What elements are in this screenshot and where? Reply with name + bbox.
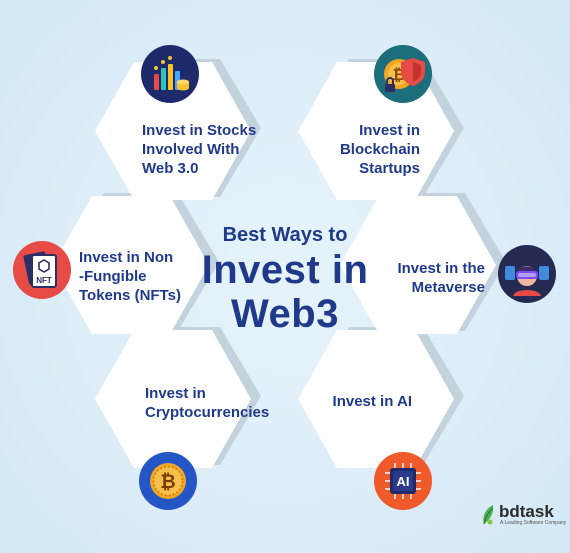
way-label-ai: Invest in AI: [332, 393, 412, 410]
title-line-3: Web3: [231, 292, 339, 336]
way-label-metaverse: Invest in the Metaverse: [397, 260, 485, 296]
nft-cards-icon: NFT: [13, 241, 71, 299]
hex-crypto: [95, 330, 251, 468]
hex-metaverse: [340, 196, 496, 334]
logo-name: bdtask: [499, 502, 554, 521]
logo-tagline: A Leading Software Company: [500, 520, 567, 526]
hex-ai: [298, 330, 454, 468]
title-line-2: Invest in: [201, 248, 369, 292]
bitcoin-coin-icon: ₿: [139, 452, 197, 510]
vr-headset-icon: [498, 245, 556, 303]
nft-icon-text: NFT: [36, 276, 52, 285]
brand-logo[interactable]: bdtask A Leading Software Company: [481, 502, 566, 529]
way-label-nft: Invest in Non -Fungible Tokens (NFTs): [79, 249, 181, 304]
bar-chart-coins-icon: [141, 45, 199, 103]
hex-stocks: [95, 62, 251, 200]
hex-nft: [53, 196, 209, 334]
leaf-logo-icon: [483, 505, 494, 525]
svg-text:₿: ₿: [160, 472, 175, 493]
way-label-crypto: Invest in Cryptocurrencies: [145, 385, 270, 421]
ai-chip-icon: AI: [374, 452, 432, 510]
ai-chip-text: AI: [397, 474, 410, 489]
title-line-1: Best Ways to: [222, 224, 348, 246]
page-title: Best Ways to Invest in Web3: [185, 222, 385, 336]
bitcoin-shield-icon: ₿: [374, 45, 432, 103]
way-label-stocks: Invest in Stocks Involved With Web 3.0: [142, 122, 257, 177]
way-label-blockchain: Invest in Blockchain Startups: [339, 122, 420, 177]
